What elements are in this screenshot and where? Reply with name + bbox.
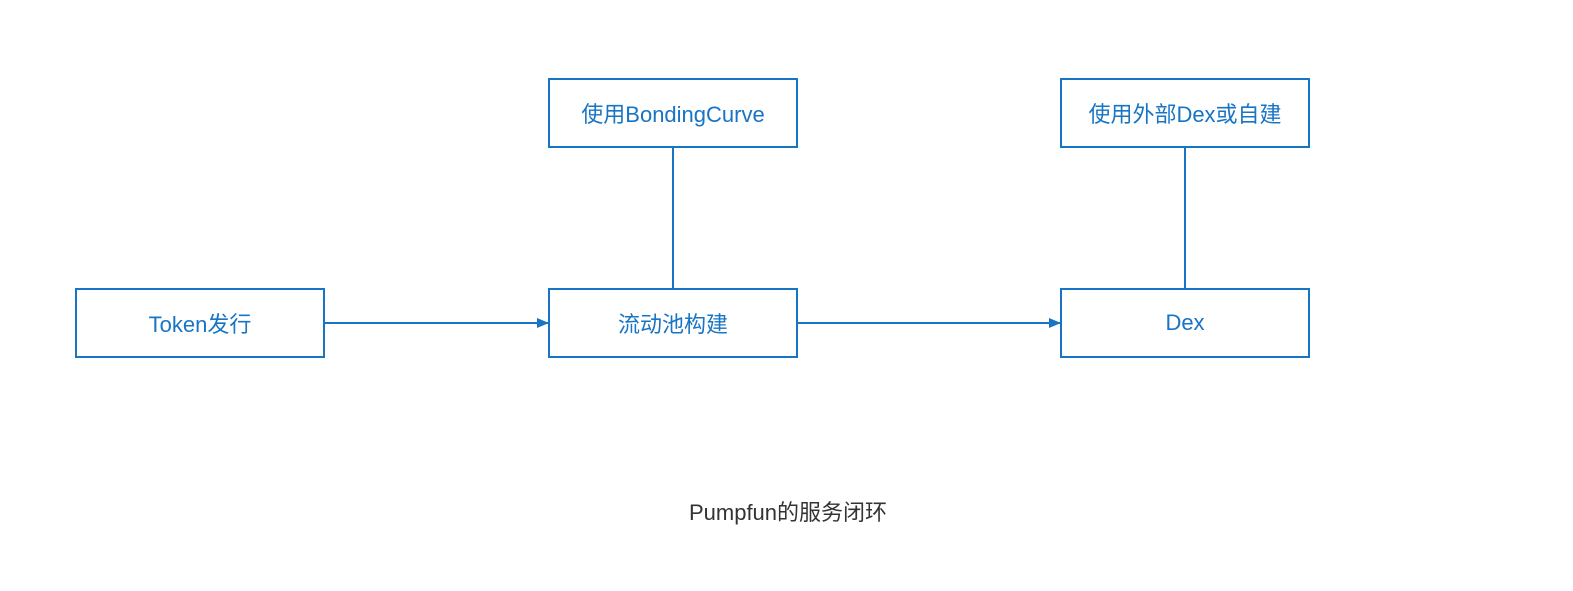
diagram-caption: Pumpfun的服务闭环 xyxy=(588,495,988,527)
node-bcurve: 使用BondingCurve xyxy=(548,78,798,148)
flowchart-container: Token发行流动池构建Dex使用BondingCurve使用外部Dex或自建 … xyxy=(0,0,1573,591)
node-extdex: 使用外部Dex或自建 xyxy=(1060,78,1310,148)
node-dex: Dex xyxy=(1060,288,1310,358)
node-token: Token发行 xyxy=(75,288,325,358)
node-pool: 流动池构建 xyxy=(548,288,798,358)
